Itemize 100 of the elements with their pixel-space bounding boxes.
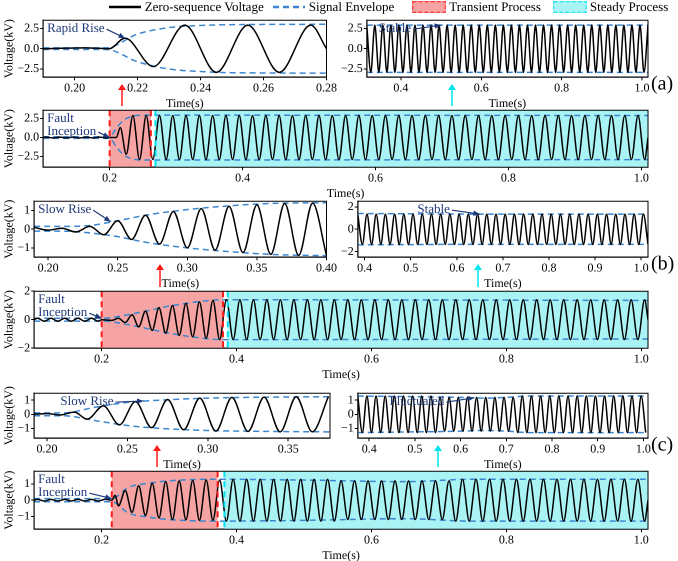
x-tick-label: 0.8 (541, 260, 556, 275)
x-tick-label: 0.25 (116, 442, 138, 456)
x-tick-label: 0.20 (64, 80, 86, 95)
annotation: Slow Rise (60, 393, 114, 408)
x-tick-label: 0.8 (498, 352, 514, 366)
x-tick-label: 0.2 (94, 532, 110, 547)
y-tick-label: −1 (17, 420, 30, 435)
y-axis-title: Voltage(kV) (1, 470, 16, 530)
x-tick-label: 0.40 (316, 260, 337, 275)
x-tick-label: 1.0 (636, 442, 651, 456)
x-tick-label: 0.4 (229, 352, 244, 366)
annotation: Fault Inception (38, 471, 88, 500)
y-tick-label: 1 (348, 392, 354, 406)
x-tick-label: 0.9 (590, 442, 606, 456)
x-axis-title: Time(s) (322, 366, 360, 381)
annotation: Fault Inception (47, 110, 97, 138)
legend-label: Zero-sequence Voltage (144, 0, 264, 14)
legend-label: Transient Process (449, 0, 541, 14)
y-tick-label: −2.5 (17, 148, 40, 163)
x-tick-label: 0.5 (407, 442, 422, 456)
y-tick-label: 0 (24, 221, 30, 236)
x-tick-label: 0.8 (500, 170, 516, 185)
x-axis-title: Time(s) (166, 96, 204, 110)
y-tick-label: 0.0 (348, 40, 363, 55)
annotation: Rapid Rise (47, 20, 105, 36)
y-tick-label: 0 (24, 492, 30, 506)
y-tick-label: 2.5 (24, 110, 40, 125)
y-axis-title: Voltage(kV) (1, 200, 16, 259)
y-tick-label: −2.5 (17, 61, 40, 76)
x-tick-label: 0.4 (357, 260, 372, 275)
y-axis-title: Voltage(kV) (1, 386, 16, 446)
x-tick-label: 1.0 (634, 260, 649, 275)
y-tick-label: 0 (348, 221, 354, 236)
x-tick-label: 0.35 (278, 442, 299, 456)
x-tick-label: 0.6 (449, 260, 464, 275)
line-series (34, 202, 326, 228)
x-tick-label: 1.0 (634, 352, 649, 366)
x-tick-label: 0.7 (495, 260, 510, 275)
x-tick-label: 0.26 (253, 80, 274, 95)
annotation: Slow Rise (38, 201, 92, 216)
x-tick-label: 0.6 (453, 442, 468, 456)
y-tick-label: 0.0 (24, 130, 40, 144)
x-tick-label: 0.7 (498, 442, 514, 456)
x-tick-label: 0.9 (588, 260, 603, 275)
x-tick-label: 0.4 (362, 442, 377, 456)
x-axis-title: Time(s) (484, 456, 522, 471)
x-axis-title: Time(s) (163, 456, 201, 471)
annotation: Fault Inception (38, 291, 88, 320)
x-tick-label: 1.0 (634, 80, 650, 95)
x-tick-label: 0.30 (176, 260, 198, 275)
y-tick-label: −2 (17, 340, 30, 354)
y-tick-label: 1 (24, 476, 30, 490)
legend-label: Steady Process (590, 0, 668, 14)
x-tick-label: 0.5 (403, 260, 418, 275)
x-axis-title: Time(s) (484, 276, 522, 290)
x-tick-label: 0.20 (36, 442, 58, 456)
x-tick-label: 0.2 (102, 170, 118, 185)
x-tick-label: 0.6 (368, 170, 383, 185)
y-tick-label: 0 (24, 312, 30, 326)
y-tick-label: −1 (17, 508, 30, 522)
x-tick-label: 0.8 (544, 442, 560, 456)
y-axis-title: Voltage(kV) (1, 19, 16, 78)
x-axis-title: Time(s) (326, 186, 364, 200)
y-tick-label: 0 (348, 406, 354, 420)
x-tick-label: 0.22 (127, 80, 148, 95)
y-tick-label: 2 (24, 283, 30, 298)
x-tick-label: 0.24 (190, 80, 212, 95)
annotation: Stable (417, 201, 450, 216)
text: (a) (651, 72, 674, 94)
x-axis-title: Time(s) (488, 96, 526, 110)
y-tick-label: 2.5 (24, 20, 40, 34)
y-tick-label: 0.0 (24, 40, 40, 55)
x-tick-label: 0.8 (498, 532, 514, 547)
x-tick-label: 0.4 (229, 532, 244, 547)
x-tick-label: 1.0 (634, 532, 649, 547)
x-tick-label: 0.20 (38, 260, 59, 275)
x-tick-label: 0.25 (107, 260, 128, 275)
y-tick-label: 1 (24, 392, 30, 406)
y-tick-label: 2.5 (348, 20, 363, 34)
x-tick-label: 0.4 (235, 170, 250, 185)
x-axis-title: Time(s) (162, 276, 200, 290)
x-tick-label: 0.35 (246, 260, 268, 275)
x-tick-label: 0.2 (94, 352, 110, 366)
x-tick-label: 0.28 (316, 80, 337, 95)
y-axis-title: Voltage(kV) (1, 290, 16, 350)
text: (c) (651, 433, 674, 456)
y-axis-title: Voltage(kV) (1, 109, 16, 168)
x-tick-label: 0.30 (197, 442, 218, 456)
y-tick-label: −2 (340, 244, 354, 258)
y-tick-label: 2 (348, 198, 354, 213)
legend-label: Signal Envelope (308, 0, 394, 14)
x-tick-label: 0.4 (393, 80, 408, 95)
y-tick-label: −1 (17, 240, 30, 254)
x-tick-label: 0.6 (474, 80, 489, 95)
x-tick-label: 0.8 (554, 80, 570, 95)
y-tick-label: −2.5 (340, 61, 363, 76)
y-tick-label: 1 (24, 202, 30, 217)
x-tick-label: 0.6 (364, 532, 379, 547)
text: (b) (651, 252, 674, 274)
y-tick-label: −1 (340, 420, 354, 435)
